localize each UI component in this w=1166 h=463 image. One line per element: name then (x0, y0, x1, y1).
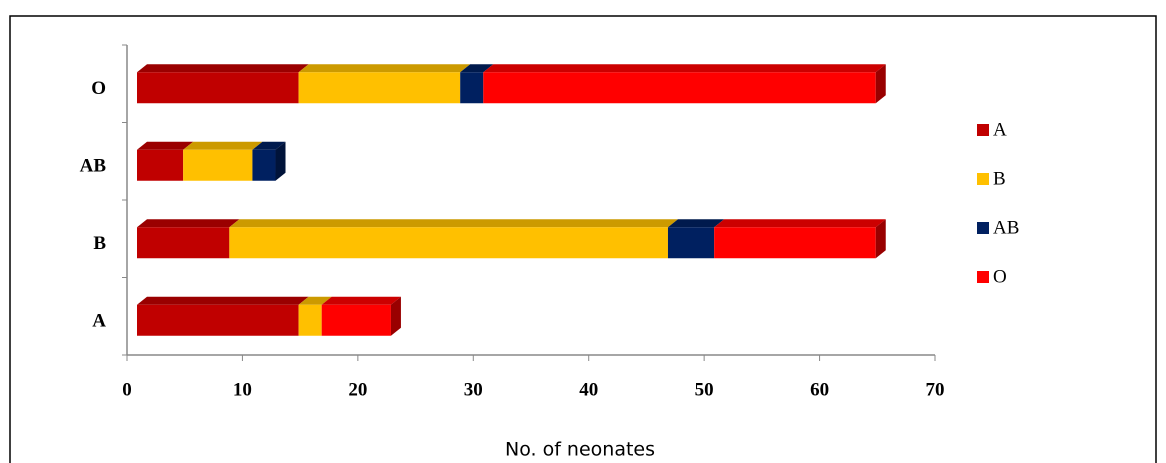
x-tick-label: 10 (233, 379, 252, 400)
x-tick-label: 50 (695, 379, 714, 400)
legend-label: O (993, 266, 1007, 287)
chart-border (9, 15, 1157, 463)
bar (137, 72, 299, 104)
bar-top (321, 296, 401, 305)
bar (714, 227, 876, 259)
x-tick-label: 30 (464, 379, 483, 400)
legend-label: AB (993, 217, 1019, 238)
x-tick-label: 0 (122, 379, 132, 400)
bar (137, 227, 230, 259)
bar (298, 72, 461, 104)
legend-swatch (977, 271, 989, 283)
y-tick-label: O (91, 78, 106, 99)
bar (229, 227, 668, 259)
bar-top (460, 64, 494, 73)
bar-top (667, 219, 725, 228)
bar-top (252, 141, 286, 150)
bar-side (875, 64, 886, 104)
bar-side (275, 141, 286, 181)
bar-top (183, 141, 263, 150)
bar-top (298, 64, 471, 73)
y-tick-label: A (92, 311, 106, 332)
bar (298, 304, 322, 336)
legend-label: B (993, 168, 1006, 189)
bar-top (229, 219, 678, 228)
bar-top (137, 296, 309, 305)
y-tick-label: AB (80, 156, 107, 177)
x-tick-label: 60 (810, 379, 829, 400)
bar-top (137, 64, 309, 73)
bar-top (137, 219, 240, 228)
bar-top (483, 64, 886, 73)
bar (183, 149, 253, 181)
legend-swatch (977, 124, 989, 136)
bar-top (298, 296, 332, 305)
bar-top (714, 219, 886, 228)
bar (667, 227, 715, 259)
bar (137, 304, 299, 336)
bar (483, 72, 876, 104)
y-tick-label: B (93, 233, 106, 254)
bar-top (137, 141, 194, 150)
x-tick-label: 20 (348, 379, 367, 400)
bar (460, 72, 484, 104)
bar-side (390, 296, 401, 336)
bar (137, 149, 184, 181)
x-tick-label: 40 (579, 379, 598, 400)
legend-swatch (977, 222, 989, 234)
legend-label: A (993, 119, 1007, 140)
bar-side (875, 219, 886, 259)
bar (252, 149, 276, 181)
legend-swatch (977, 173, 989, 185)
x-axis-title: No. of neonates (505, 439, 655, 461)
x-tick-label: 70 (926, 379, 945, 400)
bar (321, 304, 391, 336)
